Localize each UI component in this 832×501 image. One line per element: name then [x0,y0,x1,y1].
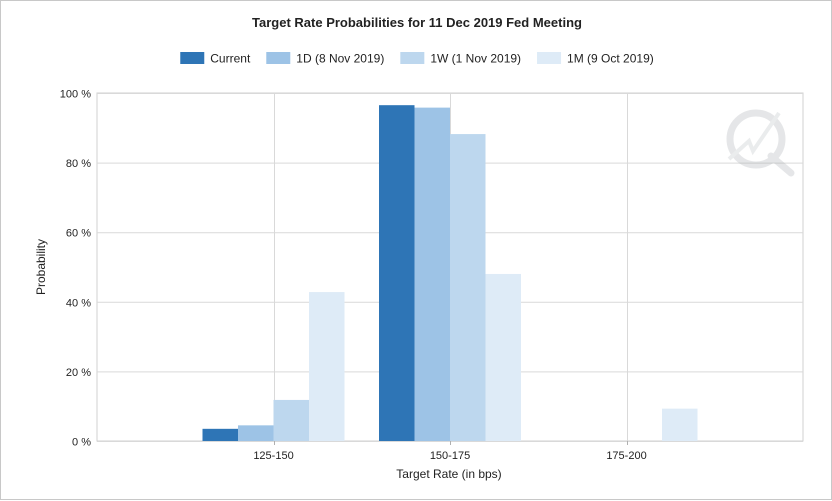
bar[interactable] [485,273,522,441]
bar[interactable] [309,292,345,441]
y-axis-label: Probability [34,239,48,295]
legend-label[interactable]: Current [210,52,251,66]
y-ticks: 0 % 20 % 40 % 60 % 80 % 100 % [60,89,91,449]
x-tick-label: 125-150 [253,450,293,462]
legend-swatch [266,52,291,64]
y-tick-label: 20 % [66,367,91,379]
legend-label[interactable]: 1W (1 Nov 2019) [430,52,521,66]
legend-swatch [180,52,205,64]
bar[interactable] [450,134,486,441]
x-ticks: 125-150 150-175 175-200 [253,450,646,462]
x-tick-label: 175-200 [606,450,646,462]
y-tick-label: 0 % [72,437,91,449]
x-axis-label: Target Rate (in bps) [396,467,501,481]
bar[interactable] [414,107,451,441]
y-tick-label: 100 % [60,89,91,101]
legend: Current 1D (8 Nov 2019) 1W (1 Nov 2019) 1M … [180,52,654,66]
bar[interactable] [662,408,698,441]
legend-label[interactable]: 1M (9 Oct 2019) [567,52,654,66]
bar[interactable] [238,425,274,441]
legend-swatch [400,52,425,64]
y-tick-label: 40 % [66,297,91,309]
legend-label[interactable]: 1D (8 Nov 2019) [296,52,384,66]
bars [202,105,698,442]
y-tick-label: 80 % [66,158,91,170]
x-tick-label: 150-175 [430,450,470,462]
bar[interactable] [379,105,415,442]
y-tick-label: 60 % [66,228,91,240]
chart-title: Target Rate Probabilities for 11 Dec 201… [252,15,582,30]
cme-fedwatch-watermark-icon [726,109,795,177]
bar[interactable] [202,428,239,441]
legend-swatch [537,52,562,64]
bar[interactable] [273,399,310,441]
